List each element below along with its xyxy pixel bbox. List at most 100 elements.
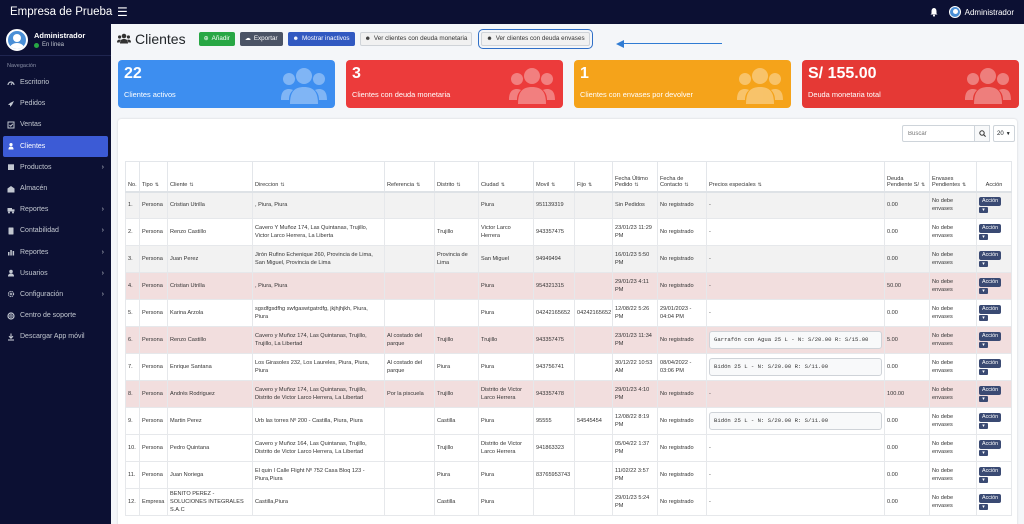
action-dropdown-toggle[interactable]: ▾ (979, 261, 988, 267)
action-button[interactable]: Acción (979, 305, 1002, 314)
action-button[interactable]: Acción (979, 413, 1002, 422)
cell-referencia (384, 434, 435, 462)
sort-icon[interactable]: ⇅ (588, 181, 593, 188)
sidebar-item-productos[interactable]: Productos › (0, 157, 111, 178)
sidebar-item-configuracion[interactable]: Configuración › (0, 284, 111, 305)
column-header-fecha-de-contacto[interactable]: Fecha de Contacto ⇅ (657, 161, 707, 193)
chevron-right-icon: › (101, 269, 104, 277)
action-button[interactable]: Acción (979, 359, 1002, 368)
action-button[interactable]: Acción (979, 386, 1002, 395)
search-input[interactable] (902, 125, 975, 142)
action-button[interactable]: Acción (979, 467, 1002, 476)
column-header-tipo[interactable]: Tipo ⇅ (139, 161, 168, 193)
sidebar-item-almacen[interactable]: Almacén (0, 178, 111, 199)
action-button[interactable]: Acción (979, 224, 1002, 233)
sort-icon[interactable]: ⇅ (456, 181, 461, 188)
cell-fecha-contacto: No registrado (657, 434, 707, 462)
sidebar-item-escritorio[interactable]: Escritorio (0, 72, 111, 93)
bell-icon[interactable] (929, 7, 939, 17)
page-size-select[interactable]: 20 ▼ (993, 125, 1015, 142)
action-dropdown-toggle[interactable]: ▾ (979, 315, 988, 321)
chevron-right-icon: › (101, 248, 104, 256)
column-header-referencia[interactable]: Referencia ⇅ (384, 161, 435, 193)
action-dropdown-toggle[interactable]: ▾ (979, 477, 988, 483)
column-header-precios-especiales[interactable]: Precios especiales ⇅ (706, 161, 885, 193)
sidebar-item-centro-de-soporte[interactable]: Centro de soporte (0, 305, 111, 326)
stat-card-active-clients[interactable]: 22 Clientes activos (118, 60, 335, 108)
column-header-distrito[interactable]: Distrito ⇅ (434, 161, 479, 193)
action-button[interactable]: Acción (979, 251, 1002, 260)
cell-tipo: Persona (139, 380, 168, 408)
action-button[interactable]: Acción (979, 278, 1002, 287)
sort-icon[interactable]: ⇅ (684, 181, 689, 188)
search-button[interactable] (975, 125, 990, 142)
sidebar-item-descargar-app-movil[interactable]: Descargar App móvil (0, 326, 111, 347)
action-button[interactable]: Acción (979, 494, 1002, 503)
add-client-button[interactable]: ⊕ Añadir (198, 31, 235, 46)
sidebar-item-reportes[interactable]: Reportes › (0, 242, 111, 263)
column-header-cliente[interactable]: Cliente ⇅ (167, 161, 253, 193)
column-header-envases-pendientes[interactable]: Envases Pendientes ⇅ (929, 161, 977, 193)
stat-card-containers-due[interactable]: 1 Clientes con envases por devolver (574, 60, 791, 108)
action-dropdown-toggle[interactable]: ▾ (979, 423, 988, 429)
cell-fecha-pedido: 05/04/22 1:37 PM (612, 434, 658, 462)
sidebar-item-pedidos[interactable]: Pedidos (0, 93, 111, 114)
chevron-right-icon: › (101, 227, 104, 235)
cell-fecha-contacto: No registrado (657, 380, 707, 408)
stat-card-total-debt[interactable]: S/ 155.00 Deuda monetaria total (802, 60, 1019, 108)
action-dropdown-toggle[interactable]: ▾ (979, 369, 988, 375)
sort-icon[interactable]: ⇅ (962, 181, 967, 188)
sidebar-item-reportes[interactable]: Reportes › (0, 199, 111, 220)
column-header-fijo[interactable]: Fijo ⇅ (574, 161, 613, 193)
action-button[interactable]: Acción (979, 197, 1002, 207)
users-icon: ☻ (364, 35, 371, 42)
sort-icon[interactable]: ⇅ (189, 181, 194, 188)
debt-containers-filter-button[interactable]: ☻ Ver clientes con deuda envases (478, 28, 593, 49)
column-header-deuda-pendiente-s[interactable]: Deuda Pendiente S/⇅ (884, 161, 930, 193)
sort-icon[interactable]: ⇅ (551, 181, 556, 188)
export-button[interactable]: ☁ Exportar (239, 31, 283, 46)
sidebar-item-usuarios[interactable]: Usuarios › (0, 263, 111, 284)
cell-referencia (384, 461, 435, 489)
column-header-ciudad[interactable]: Ciudad ⇅ (478, 161, 534, 193)
stat-card-money-debt[interactable]: 3 Clientes con deuda monetaria (346, 60, 563, 108)
action-dropdown-toggle[interactable]: ▾ (979, 450, 988, 456)
action-dropdown-toggle[interactable]: ▾ (979, 288, 988, 294)
column-header-fecha-ultimo-pedido[interactable]: Fecha Último Pedido ⇅ (612, 161, 658, 193)
brand-name[interactable]: Empresa de Prueba (10, 6, 113, 18)
hamburger-icon[interactable]: ☰ (117, 5, 128, 19)
action-dropdown-toggle[interactable]: ▾ (979, 207, 988, 214)
debt-money-filter-button[interactable]: ☻ Ver clientes con deuda monetaria (359, 31, 473, 46)
sort-icon[interactable]: ⇅ (154, 181, 159, 188)
sidebar-item-ventas[interactable]: Ventas (0, 114, 111, 135)
action-dropdown-toggle[interactable]: ▾ (979, 396, 988, 402)
action-button[interactable]: Acción (979, 440, 1002, 449)
cell-distrito: Piura (434, 353, 479, 381)
sidebar-item-contabilidad[interactable]: Contabilidad › (0, 220, 111, 241)
cell-direccion: Los Girasoles 232, Los Laureles, Piura, … (252, 353, 385, 381)
user-menu[interactable]: Administrador (948, 6, 1014, 18)
cell-fecha-contacto: 08/04/2022 - 03:06 PM (657, 353, 707, 381)
cell-fecha-contacto: No registrado (657, 191, 707, 219)
sort-icon[interactable]: ⇅ (500, 181, 505, 188)
column-header-movil[interactable]: Movil ⇅ (533, 161, 575, 193)
cell-tipo: Persona (139, 245, 168, 273)
show-inactive-button[interactable]: ☻ Mostrar inactivos (287, 31, 355, 46)
cell-ciudad: Piura (478, 461, 534, 489)
action-button[interactable]: Acción (979, 332, 1002, 341)
cell-envases: No debe envases (929, 488, 977, 516)
stat-label: Clientes activos (124, 90, 176, 99)
sort-icon[interactable]: ⇅ (416, 181, 421, 188)
action-dropdown-toggle[interactable]: ▾ (979, 234, 988, 240)
action-dropdown-toggle[interactable]: ▾ (979, 504, 988, 510)
sidebar-item-clientes[interactable]: Clientes (3, 135, 108, 157)
sort-icon[interactable]: ⇅ (921, 181, 926, 188)
sort-icon[interactable]: ⇅ (757, 181, 762, 188)
sort-icon[interactable]: ⇅ (634, 181, 639, 188)
sort-icon[interactable]: ⇅ (280, 181, 285, 188)
action-dropdown-toggle[interactable]: ▾ (979, 342, 988, 348)
cell-deuda: 0.00 (884, 353, 930, 381)
sidebar-user-name[interactable]: Administrador (34, 31, 86, 40)
cell-cliente: Juan Noriega (167, 461, 253, 489)
column-header-direccion[interactable]: Direccion ⇅ (252, 161, 385, 193)
